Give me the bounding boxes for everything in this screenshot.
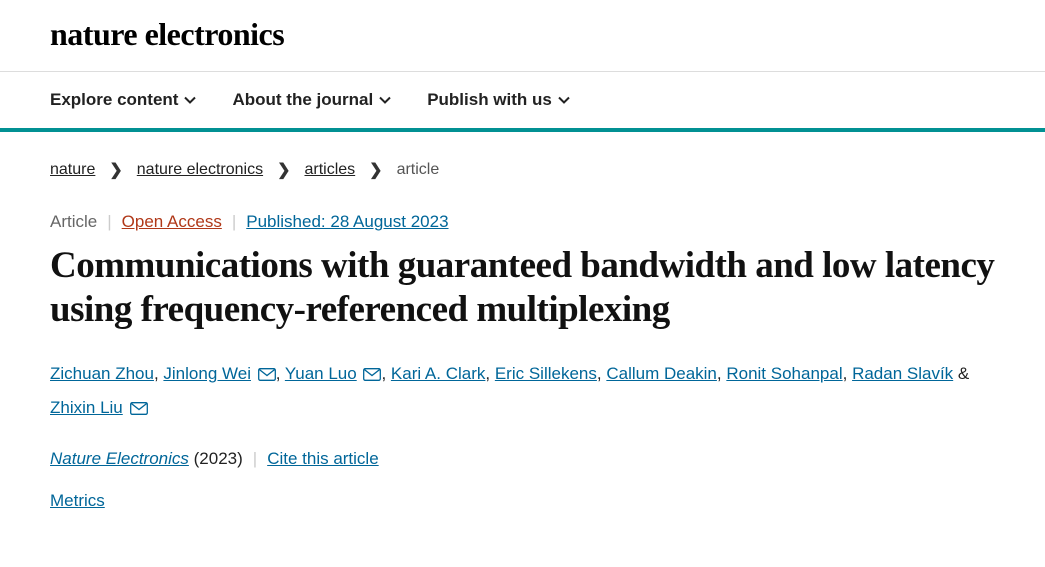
chevron-down-icon — [379, 94, 391, 106]
separator: | — [232, 212, 236, 232]
mail-icon — [363, 368, 381, 381]
author-link[interactable]: Zichuan Zhou — [50, 364, 154, 383]
journal-logo[interactable]: nature electronics — [50, 16, 995, 53]
header: nature electronics — [0, 0, 1045, 61]
author-link[interactable]: Jinlong Wei — [163, 364, 251, 383]
separator: | — [107, 212, 111, 232]
nav-label: Explore content — [50, 90, 178, 110]
mail-icon — [258, 368, 276, 381]
author-link[interactable]: Eric Sillekens — [495, 364, 597, 383]
nav-label: About the journal — [232, 90, 373, 110]
nav-publish-with-us[interactable]: Publish with us — [427, 90, 570, 110]
journal-name-link[interactable]: Nature Electronics — [50, 449, 189, 468]
article-content: nature ❯ nature electronics ❯ articles ❯… — [0, 132, 1045, 531]
metrics-link[interactable]: Metrics — [50, 491, 105, 510]
chevron-down-icon — [184, 94, 196, 106]
cite-article-link[interactable]: Cite this article — [267, 449, 378, 469]
chevron-right-icon: ❯ — [369, 160, 382, 180]
published-date-link[interactable]: Published: 28 August 2023 — [246, 212, 448, 232]
breadcrumb-articles[interactable]: articles — [304, 161, 355, 179]
author-link[interactable]: Ronit Sohanpal — [726, 364, 842, 383]
breadcrumb-nature[interactable]: nature — [50, 161, 95, 179]
open-access-link[interactable]: Open Access — [122, 212, 222, 232]
nav-label: Publish with us — [427, 90, 552, 110]
metrics-row: Metrics — [50, 491, 995, 511]
journal-citation: Nature Electronics (2023) | Cite this ar… — [50, 449, 995, 469]
author-link[interactable]: Zhixin Liu — [50, 398, 123, 417]
breadcrumb-nature-electronics[interactable]: nature electronics — [137, 161, 263, 179]
breadcrumb: nature ❯ nature electronics ❯ articles ❯… — [50, 160, 995, 180]
author-link[interactable]: Radan Slavík — [852, 364, 953, 383]
nav-about-journal[interactable]: About the journal — [232, 90, 391, 110]
chevron-down-icon — [558, 94, 570, 106]
article-title: Communications with guaranteed bandwidth… — [50, 244, 995, 333]
author-list: Zichuan Zhou, Jinlong Wei , Yuan Luo , K… — [50, 357, 995, 425]
nav-explore-content[interactable]: Explore content — [50, 90, 196, 110]
publication-year: (2023) — [194, 449, 243, 468]
article-category: Article — [50, 212, 97, 232]
author-link[interactable]: Callum Deakin — [606, 364, 717, 383]
author-link[interactable]: Yuan Luo — [285, 364, 357, 383]
article-meta: Article | Open Access | Published: 28 Au… — [50, 212, 995, 232]
breadcrumb-current: article — [397, 161, 440, 179]
mail-icon — [130, 402, 148, 415]
chevron-right-icon: ❯ — [277, 160, 290, 180]
main-nav: Explore content About the journal Publis… — [0, 72, 1045, 132]
chevron-right-icon: ❯ — [109, 160, 122, 180]
separator: | — [253, 449, 257, 469]
author-link[interactable]: Kari A. Clark — [391, 364, 485, 383]
